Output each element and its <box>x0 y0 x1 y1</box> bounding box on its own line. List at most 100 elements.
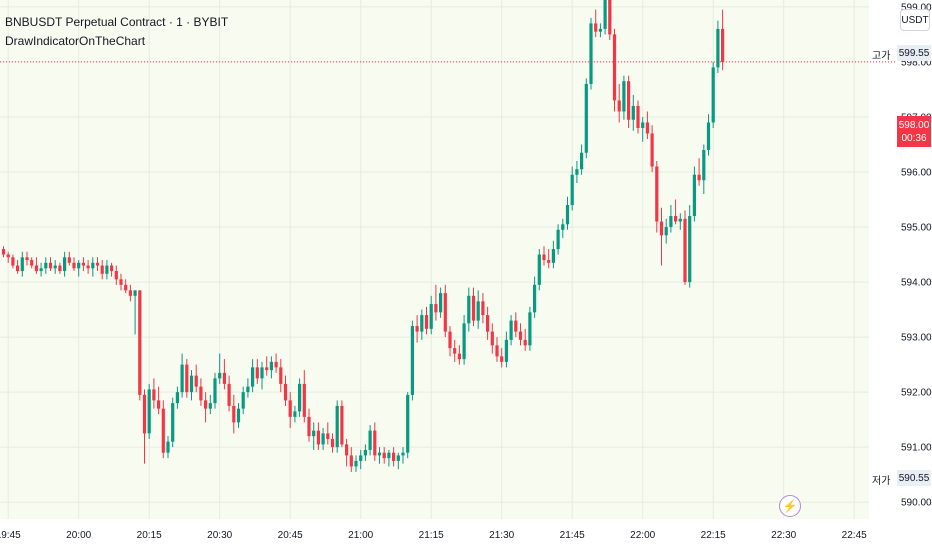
x-tick-label: 22:15 <box>701 530 726 541</box>
candle-body <box>180 364 184 393</box>
candle-body <box>406 394 410 453</box>
candle-body <box>326 433 330 439</box>
candle-body <box>321 433 325 445</box>
candle-body <box>171 403 175 442</box>
candle-body <box>429 304 433 329</box>
candle-body <box>157 400 161 409</box>
candle-body <box>340 405 344 445</box>
candle-body <box>142 394 147 434</box>
candle-body <box>354 460 358 467</box>
candle-body <box>598 28 602 32</box>
candle-body <box>688 216 692 283</box>
candle-body <box>387 452 391 459</box>
candle-body <box>504 339 508 362</box>
candle-body <box>490 331 494 346</box>
x-tick-label: 21:15 <box>419 530 444 541</box>
x-tick-label: 20:45 <box>278 530 303 541</box>
candle-body <box>659 221 664 236</box>
candle-body <box>133 290 137 296</box>
candle-body <box>711 67 715 123</box>
y-tick-label: 599.00 <box>901 2 932 13</box>
y-tick-label: 593.00 <box>901 333 932 344</box>
candle-body <box>20 257 24 272</box>
low-value: 590.55 <box>897 470 931 486</box>
candle-body <box>124 284 128 291</box>
candle-body <box>330 438 335 448</box>
candle-body <box>537 254 541 285</box>
candle-body <box>335 405 339 448</box>
candle-body <box>359 455 363 461</box>
candle-body <box>288 400 292 417</box>
candle-body <box>669 216 673 228</box>
x-tick-label: 20:15 <box>137 530 162 541</box>
candle-body <box>542 254 546 261</box>
candle-body <box>481 301 485 316</box>
candle-body <box>655 166 659 222</box>
candle-body <box>533 284 537 313</box>
candle-body <box>396 455 400 461</box>
candle-body <box>307 416 311 437</box>
candle-body <box>702 149 706 181</box>
candle-body <box>232 405 236 423</box>
low-label: 저가 <box>872 476 891 487</box>
candle-body <box>434 304 438 313</box>
symbol-legend[interactable]: BNBUSDT Perpetual Contract · 1 · BYBIT <box>5 15 229 29</box>
candle-body <box>551 249 555 263</box>
candle-body <box>128 290 132 296</box>
candle-body <box>86 265 90 269</box>
candle-body <box>462 323 466 360</box>
candle-body <box>312 430 316 437</box>
candle-body <box>486 315 490 332</box>
candle-body <box>420 315 424 332</box>
candle-body <box>514 320 518 332</box>
candles <box>0 0 897 472</box>
candle-body <box>227 383 231 406</box>
y-tick-label: 595.00 <box>901 223 932 234</box>
x-tick-label: 21:45 <box>560 530 585 541</box>
candle-body <box>721 28 725 62</box>
candle-body <box>410 326 414 395</box>
candle-body <box>627 81 631 120</box>
bar-countdown: 00:36 <box>901 132 927 144</box>
candle-body <box>110 265 114 272</box>
lightning-icon[interactable]: ⚡ <box>779 495 801 517</box>
high-value: 599.55 <box>897 45 931 61</box>
candle-body <box>11 257 15 266</box>
candle-body <box>674 216 678 222</box>
candle-body <box>251 367 255 387</box>
x-tick-label: 21:30 <box>489 530 514 541</box>
candle-body <box>199 386 203 401</box>
candle-body <box>645 122 649 134</box>
candle-body <box>467 295 471 324</box>
x-tick-label: 22:45 <box>842 530 867 541</box>
currency-button[interactable]: USDT <box>900 9 930 31</box>
candle-body <box>495 345 499 357</box>
candle-body <box>147 389 151 434</box>
candle-body <box>509 320 513 340</box>
candle-body <box>222 372 226 384</box>
candle-body <box>255 367 259 379</box>
x-tick-label: 21:00 <box>348 530 373 541</box>
indicator-legend[interactable]: DrawIndicatorOnTheChart <box>5 34 146 48</box>
y-tick-label: 596.00 <box>901 168 932 179</box>
candle-body <box>612 34 617 101</box>
candle-body <box>631 105 635 120</box>
candle-body <box>67 257 71 263</box>
candle-body <box>189 375 194 393</box>
candle-body <box>349 455 353 467</box>
candle-body <box>570 174 574 206</box>
candle-body <box>589 23 593 84</box>
candle-body <box>415 326 419 332</box>
candle-body <box>58 265 62 272</box>
last-price-value: 598.00 <box>898 119 930 131</box>
x-tick-label: 20:30 <box>207 530 232 541</box>
candle-body <box>603 0 607 29</box>
x-tick-label: 22:30 <box>771 530 796 541</box>
candle-body <box>91 262 95 269</box>
candle-body <box>439 293 443 313</box>
candle-body <box>457 353 461 360</box>
candle-body <box>650 133 654 167</box>
